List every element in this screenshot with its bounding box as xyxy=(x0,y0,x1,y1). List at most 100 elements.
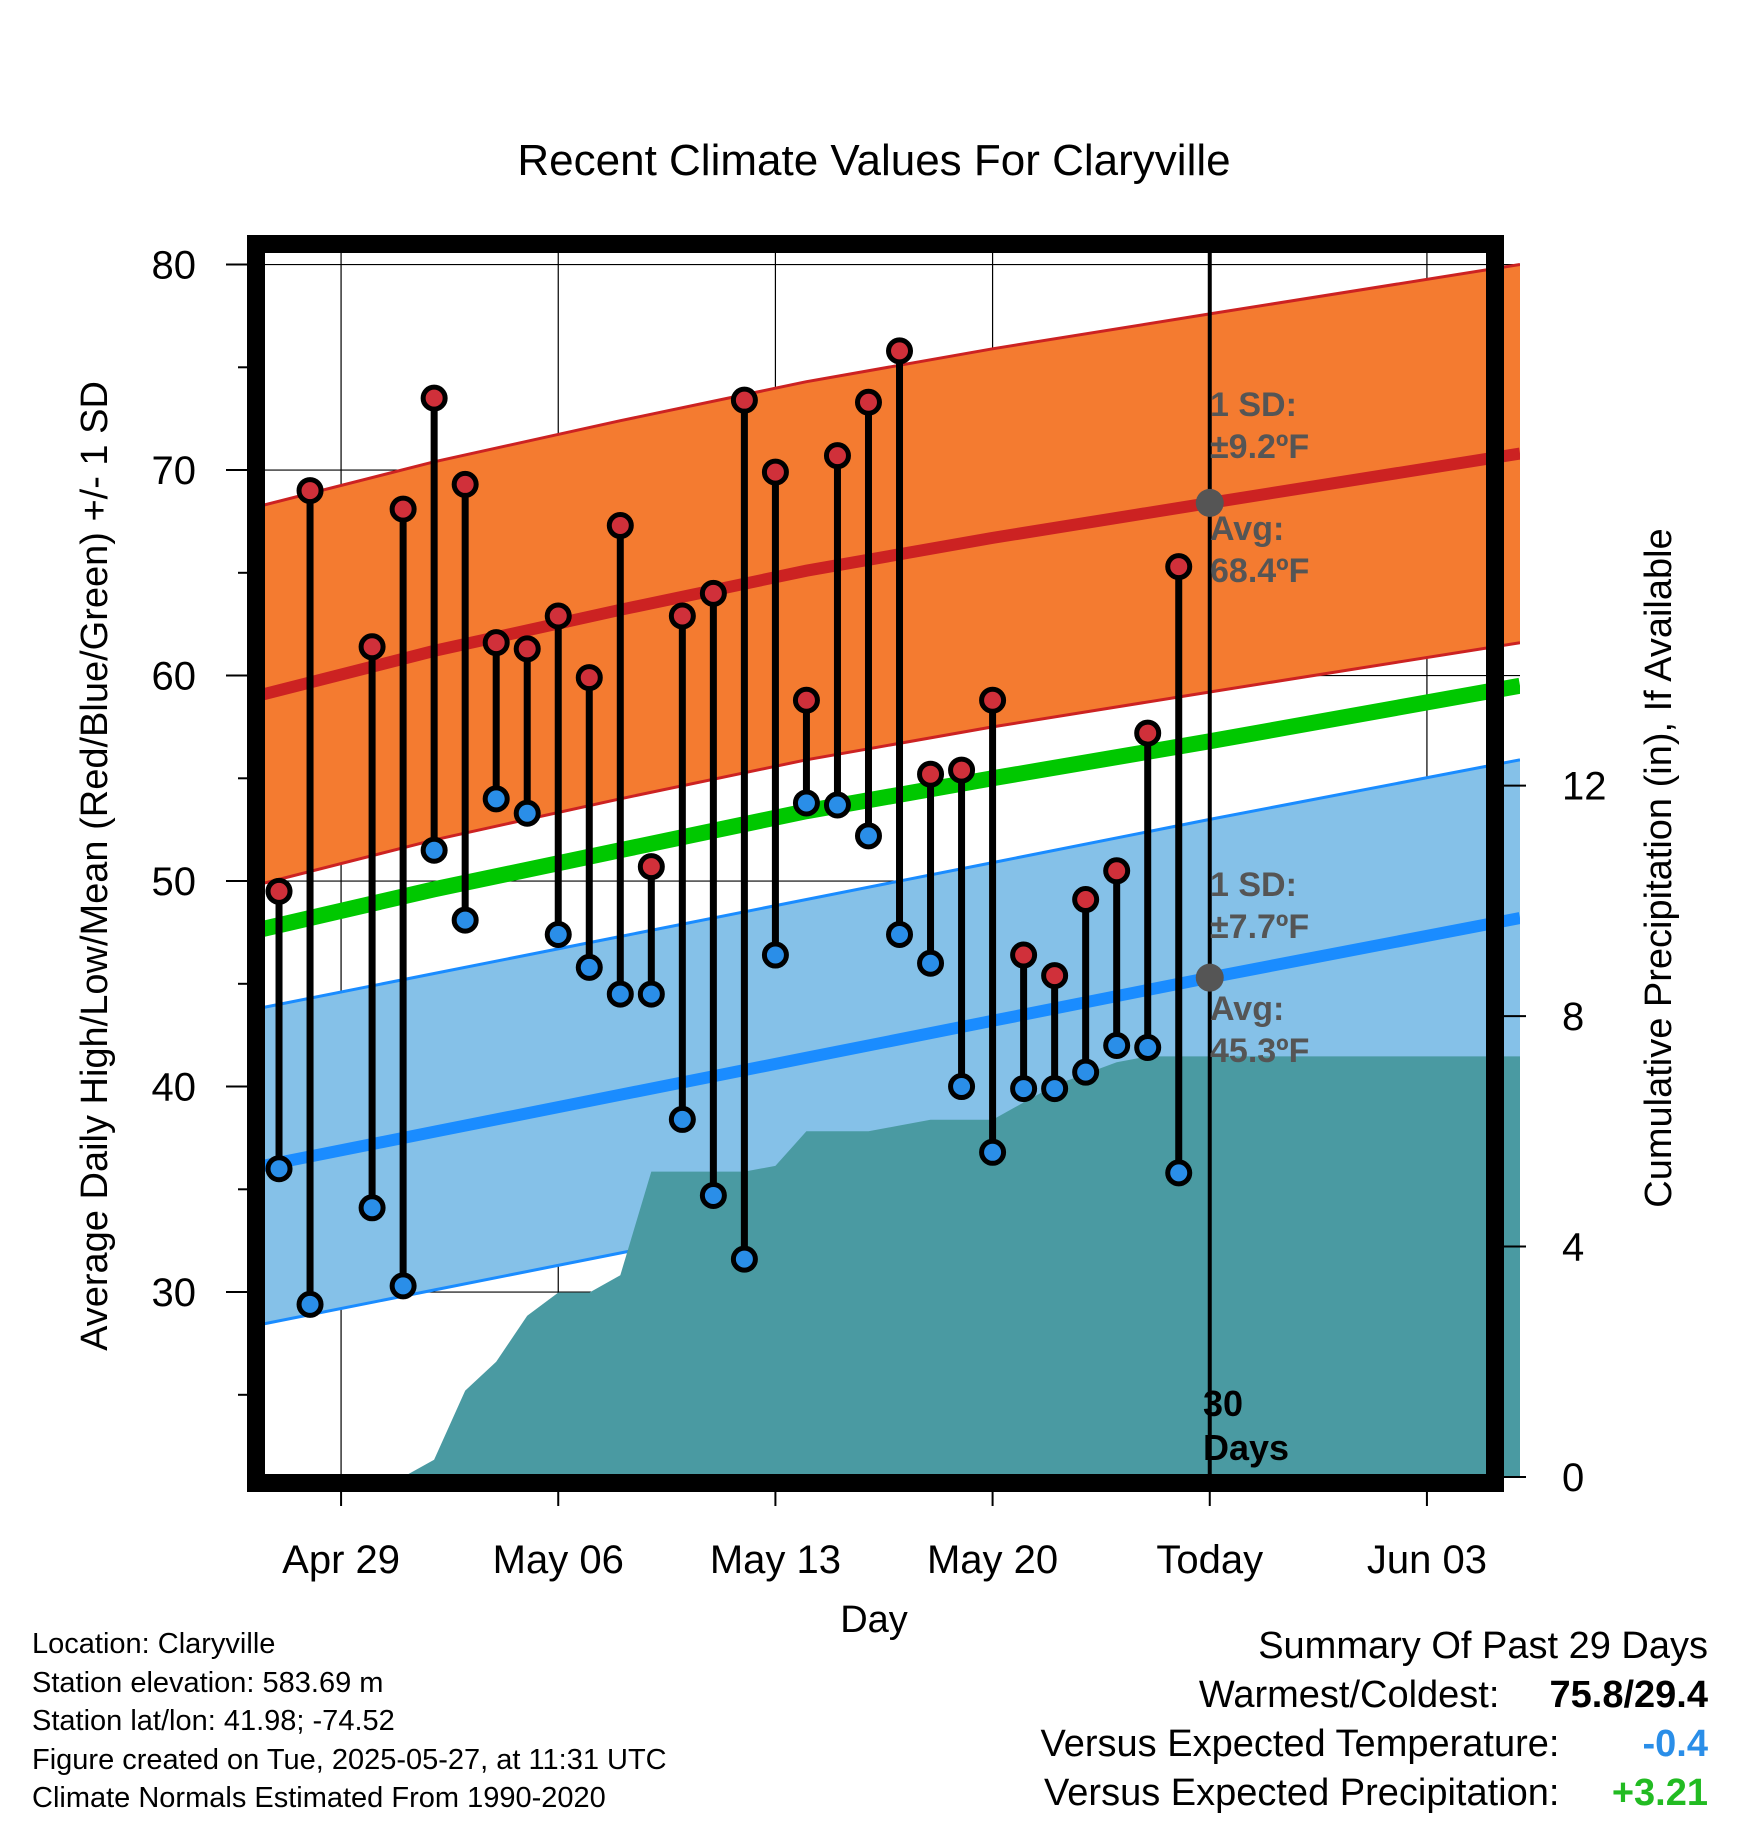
normals-text: Climate Normals Estimated From 1990-2020 xyxy=(32,1782,606,1814)
high-temp-point xyxy=(544,602,572,630)
low-temp-point xyxy=(482,785,510,813)
low-temp-point xyxy=(544,920,572,948)
y2-tick-label: 12 xyxy=(1562,765,1607,809)
high-temp-point xyxy=(761,458,789,486)
x-tick-label: Jun 03 xyxy=(1367,1538,1487,1582)
warm-cold-value: 75.8/29.4 xyxy=(1528,1671,1709,1720)
low-temp-point xyxy=(513,799,541,827)
high-temp-point xyxy=(296,477,324,505)
high-temp-point xyxy=(917,760,945,788)
low-temp-point xyxy=(1103,1031,1131,1059)
days-label-text: Days xyxy=(1203,1427,1289,1468)
coldest-value: 29.4 xyxy=(1634,1674,1708,1716)
y-tick-label: 60 xyxy=(152,655,197,699)
y2-tick-label: 8 xyxy=(1562,995,1584,1039)
x-tick-label: Apr 29 xyxy=(282,1538,400,1582)
elevation-text: Station elevation: 583.69 m xyxy=(32,1666,384,1699)
warm-cold-label: Warmest/Coldest: xyxy=(1198,1674,1500,1716)
temp-value: -0.4 xyxy=(1642,1723,1708,1765)
y-tick-label: 70 xyxy=(152,449,197,493)
high-temp-point xyxy=(792,686,820,714)
low-avg-label: Avg: xyxy=(1210,990,1284,1028)
low-sd-label: 1 SD: xyxy=(1210,866,1297,904)
high-temp-point xyxy=(823,442,851,470)
precip-row: Versus Expected Precipitation: +3.21 xyxy=(1041,1769,1708,1818)
annotations: 1 SD: ±9.2ºF Avg: 68.4ºF 1 SD: ±7.7ºF Av… xyxy=(1203,386,1309,1468)
station-info: Location: Claryville Station elevation: … xyxy=(32,1625,667,1818)
x-tick-label: May 06 xyxy=(493,1538,624,1582)
high-temp-point xyxy=(886,337,914,365)
high-temp-point xyxy=(265,877,293,905)
low-temp-point xyxy=(699,1181,727,1209)
warmest-value: 75.8 xyxy=(1549,1674,1624,1716)
high-sd-label: 1 SD: xyxy=(1210,386,1297,424)
low-temp-point xyxy=(823,791,851,819)
low-temp-point xyxy=(979,1138,1007,1166)
low-temp-point xyxy=(637,980,665,1008)
low-temp-point xyxy=(389,1272,417,1300)
precip-label: Versus Expected Precipitation: xyxy=(1044,1772,1560,1814)
plot-area xyxy=(248,244,1520,1477)
high-sd-value: ±9.2ºF xyxy=(1210,428,1309,466)
created-text: Figure created on Tue, 2025-05-27, at 11… xyxy=(32,1743,667,1776)
low-temp-point xyxy=(1165,1159,1193,1187)
axes: 30 40 50 60 70 80 0 4 8 12 Apr 29 May 06 May 13 May 2… xyxy=(152,235,1607,1582)
plot-content xyxy=(248,244,1520,1477)
y-tick-label: 80 xyxy=(152,244,197,288)
x-tick-label: May 20 xyxy=(927,1538,1058,1582)
low-temp-point xyxy=(668,1105,696,1133)
high-temp-point xyxy=(699,579,727,607)
location-text: Location: Claryville xyxy=(32,1628,276,1660)
high-temp-point xyxy=(1103,857,1131,885)
high-temp-point xyxy=(979,686,1007,714)
low-temp-point xyxy=(420,836,448,864)
high-temp-point xyxy=(575,664,603,692)
low-temp-point xyxy=(1010,1075,1038,1103)
high-temp-point xyxy=(482,629,510,657)
x-tick-label: Today xyxy=(1156,1538,1263,1582)
today-low-normal-marker xyxy=(1195,963,1224,992)
days-label-number: 30 xyxy=(1203,1383,1243,1424)
high-temp-point xyxy=(1134,719,1162,747)
low-avg-value: 45.3ºF xyxy=(1210,1032,1309,1070)
low-temp-point xyxy=(886,920,914,948)
plot-frame xyxy=(247,235,1504,1492)
high-temp-point xyxy=(730,386,758,414)
precipitation-area xyxy=(248,1056,1520,1477)
high-temp-point xyxy=(1010,941,1038,969)
high-temp-point xyxy=(668,602,696,630)
y-axis-label: Average Daily High/Low/Mean (Red/Blue/Gr… xyxy=(74,381,116,1351)
high-temp-point xyxy=(451,470,479,498)
y-tick-label: 50 xyxy=(152,860,197,904)
low-temp-point xyxy=(575,953,603,981)
high-avg-value: 68.4ºF xyxy=(1210,552,1309,590)
chart-title: Recent Climate Values For Claryville xyxy=(517,136,1230,185)
temp-label: Versus Expected Temperature: xyxy=(1040,1723,1560,1765)
high-temp-point xyxy=(637,853,665,881)
low-sd-value: ±7.7ºF xyxy=(1210,908,1309,946)
high-band xyxy=(248,264,1520,888)
high-temp-point xyxy=(1165,553,1193,581)
low-temp-point xyxy=(1134,1034,1162,1062)
y-tick-label: 40 xyxy=(152,1066,197,1110)
y-tick-label: 30 xyxy=(152,1271,197,1315)
low-temp-point xyxy=(917,949,945,977)
x-axis-label: Day xyxy=(840,1599,908,1641)
high-temp-point xyxy=(389,495,417,523)
low-temp-point xyxy=(358,1194,386,1222)
low-temp-point xyxy=(296,1290,324,1318)
low-temp-point xyxy=(1072,1058,1100,1086)
high-avg-label: Avg: xyxy=(1210,510,1284,548)
slash: / xyxy=(1623,1674,1635,1716)
precip-value: +3.21 xyxy=(1611,1772,1708,1814)
high-temp-point xyxy=(1041,962,1069,990)
y2-tick-label: 4 xyxy=(1562,1226,1584,1270)
high-temp-point xyxy=(358,633,386,661)
latlon-text: Station lat/lon: 41.98; -74.52 xyxy=(32,1705,395,1737)
y2-axis-label: Cumulative Precipitation (in), If Availa… xyxy=(1638,528,1680,1207)
temp-row: Versus Expected Temperature: -0.4 xyxy=(1041,1720,1708,1769)
low-temp-point xyxy=(854,822,882,850)
summary-title: Summary Of Past 29 Days xyxy=(1258,1625,1708,1667)
low-temp-point xyxy=(792,789,820,817)
